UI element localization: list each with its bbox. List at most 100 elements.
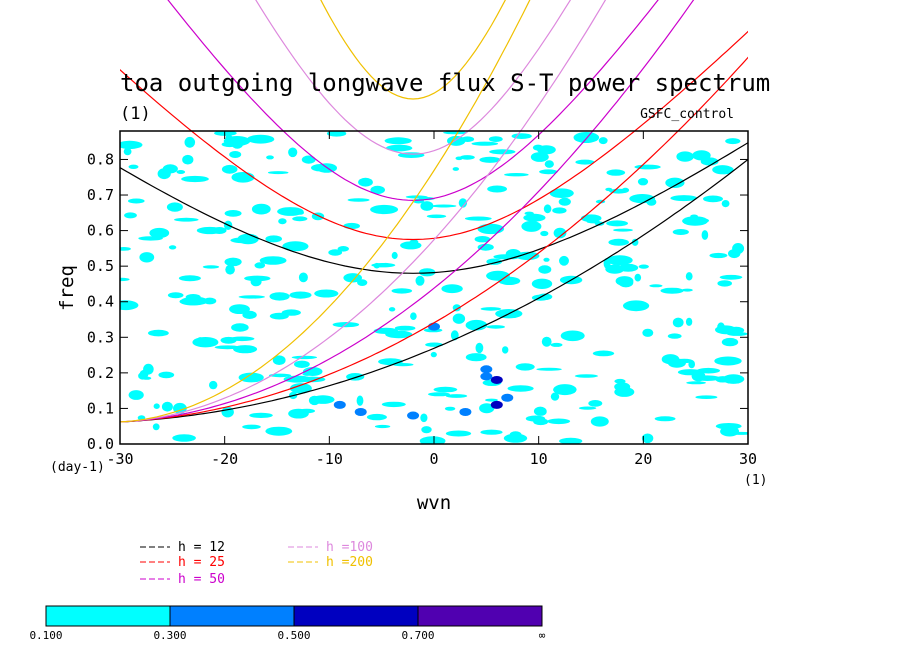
power-peak xyxy=(407,411,420,420)
power-blob xyxy=(166,202,183,212)
power-blob xyxy=(259,256,287,265)
curve-kelvin xyxy=(120,0,607,423)
power-blob xyxy=(302,372,312,376)
power-blob xyxy=(637,178,649,186)
power-blob xyxy=(660,287,684,294)
power-blob xyxy=(677,369,703,376)
power-blob xyxy=(606,255,633,266)
power-blob xyxy=(139,252,155,263)
power-blob xyxy=(695,395,718,400)
power-blob xyxy=(725,138,741,145)
power-blob xyxy=(254,262,266,269)
power-blob xyxy=(128,390,144,400)
power-blob xyxy=(328,249,343,256)
power-blob xyxy=(229,336,255,342)
power-blob xyxy=(544,160,554,168)
power-blob xyxy=(278,218,287,225)
power-blob xyxy=(606,220,628,227)
power-blob xyxy=(715,376,731,383)
power-blob xyxy=(605,264,625,274)
colorbar-label: 0.700 xyxy=(401,629,434,642)
power-blob xyxy=(384,137,412,145)
power-blob xyxy=(311,395,335,404)
power-blob xyxy=(676,151,694,162)
y-tick-label: 0.5 xyxy=(87,257,114,275)
curve-kelvin xyxy=(120,0,531,423)
power-blob xyxy=(410,312,417,321)
power-blob xyxy=(229,304,250,314)
y-tick-label: 0.4 xyxy=(87,293,114,311)
power-blob xyxy=(559,255,569,266)
power-blob xyxy=(229,151,242,158)
y-tick-label: 0.8 xyxy=(87,150,114,168)
power-blob xyxy=(221,164,238,174)
power-blob xyxy=(618,277,634,288)
power-blob xyxy=(525,415,546,422)
power-blob xyxy=(552,207,567,214)
power-blob xyxy=(289,291,312,299)
chart-title: toa outgoing longwave flux S-T power spe… xyxy=(120,69,770,97)
power-blob xyxy=(613,228,633,232)
power-blob xyxy=(667,333,682,339)
power-blob xyxy=(443,131,468,135)
power-blob xyxy=(419,436,446,444)
power-blob xyxy=(503,433,528,443)
y-unit-label: (day-1) xyxy=(50,460,105,475)
power-blob xyxy=(530,152,549,162)
power-blob xyxy=(575,159,595,165)
curve-inertia-gravity xyxy=(167,0,659,202)
power-blob xyxy=(266,155,274,160)
power-blob xyxy=(269,312,289,320)
power-blob xyxy=(477,243,494,251)
colorbar-label: 0.100 xyxy=(29,629,62,642)
power-blob xyxy=(269,292,290,301)
power-blob xyxy=(475,342,484,354)
power-blob xyxy=(421,426,432,434)
power-blob xyxy=(420,201,434,211)
power-blob xyxy=(692,150,711,161)
power-blob xyxy=(721,200,730,208)
power-blob xyxy=(394,325,416,331)
power-blob xyxy=(428,392,450,397)
power-blob xyxy=(629,194,656,204)
power-blob xyxy=(480,429,503,435)
power-blob xyxy=(509,431,522,438)
power-blob xyxy=(685,317,693,326)
power-peak xyxy=(490,375,503,384)
legend-label: h =100 xyxy=(326,540,373,555)
power-blob xyxy=(634,273,642,282)
power-blob xyxy=(685,272,693,281)
power-blob xyxy=(392,363,414,367)
power-blob xyxy=(120,140,143,149)
curve-kelvin xyxy=(120,158,748,423)
power-blob xyxy=(732,243,745,254)
power-blob xyxy=(540,230,549,237)
power-blob xyxy=(549,188,574,198)
power-blob xyxy=(142,376,152,380)
power-blob xyxy=(370,185,386,194)
power-blob xyxy=(225,264,235,275)
power-blob xyxy=(523,213,546,222)
power-blob xyxy=(176,170,186,174)
power-blob xyxy=(553,384,577,396)
power-blob xyxy=(238,295,265,299)
power-blob xyxy=(224,210,242,217)
power-blob xyxy=(452,167,459,171)
power-blob xyxy=(515,251,540,261)
power-blob xyxy=(181,175,209,183)
power-blob xyxy=(149,227,170,239)
power-blob xyxy=(242,310,257,319)
power-blob xyxy=(649,284,663,288)
legend-label: h =200 xyxy=(326,555,373,570)
units-label: (1) xyxy=(120,104,151,124)
power-blob xyxy=(670,195,698,202)
x-tick-label: 10 xyxy=(530,450,548,468)
power-blob xyxy=(174,217,199,222)
power-blob xyxy=(504,173,529,177)
power-blob xyxy=(415,275,425,286)
power-blob xyxy=(479,403,495,414)
power-blob xyxy=(614,387,635,397)
power-blob xyxy=(294,360,310,368)
power-blob xyxy=(550,392,560,401)
power-blob xyxy=(162,164,178,174)
